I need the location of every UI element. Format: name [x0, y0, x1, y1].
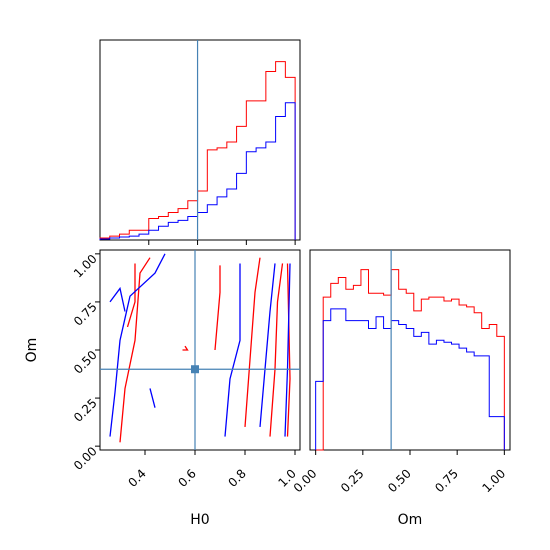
truth-marker: [191, 365, 199, 374]
hist-om-frame: [309, 249, 511, 451]
contour-line-blue: [149, 388, 156, 408]
contour-line-blue: [109, 286, 126, 312]
tick-label: 0.50: [385, 466, 414, 495]
contour-line-red: [182, 345, 189, 351]
contour-line-red: [214, 265, 221, 351]
contour-panel: [100, 250, 300, 450]
tick-label: 0.75: [432, 466, 461, 495]
contour-line-blue: [109, 253, 166, 437]
tick-label: 0.25: [338, 466, 367, 495]
hist-h0-frame: [99, 39, 301, 241]
contour-line-red: [119, 257, 151, 443]
histogram-step-red: [315, 269, 505, 451]
contour-line-red: [126, 263, 136, 328]
tick-label: 0.25: [71, 396, 100, 425]
tick-label: 0.75: [71, 300, 100, 329]
ylabel-om: Om: [24, 338, 40, 363]
histogram-step-blue: [315, 308, 505, 450]
contour-line-red: [269, 263, 284, 437]
contour-line-red: [244, 257, 261, 427]
xlabel-om: Om: [398, 512, 423, 528]
tick-label: 0.00: [71, 444, 100, 473]
contour-line-blue: [224, 263, 241, 437]
hist-om-panel: [315, 250, 505, 451]
tick-label: 0.00: [291, 466, 320, 495]
tick-label: 0.50: [71, 348, 100, 377]
contour-line-blue: [259, 263, 276, 427]
tick-label: 0.8: [225, 466, 248, 489]
tick-label: 0.4: [125, 466, 148, 489]
contour-frame: [99, 249, 301, 451]
tick-label: 0.6: [175, 466, 198, 489]
hist-h0-panel: [99, 40, 296, 240]
contour-line-red: [286, 263, 291, 437]
xlabel-h0: H0: [190, 512, 209, 528]
tick-label: 1.00: [479, 466, 508, 495]
tick-label: 1.00: [71, 252, 100, 281]
